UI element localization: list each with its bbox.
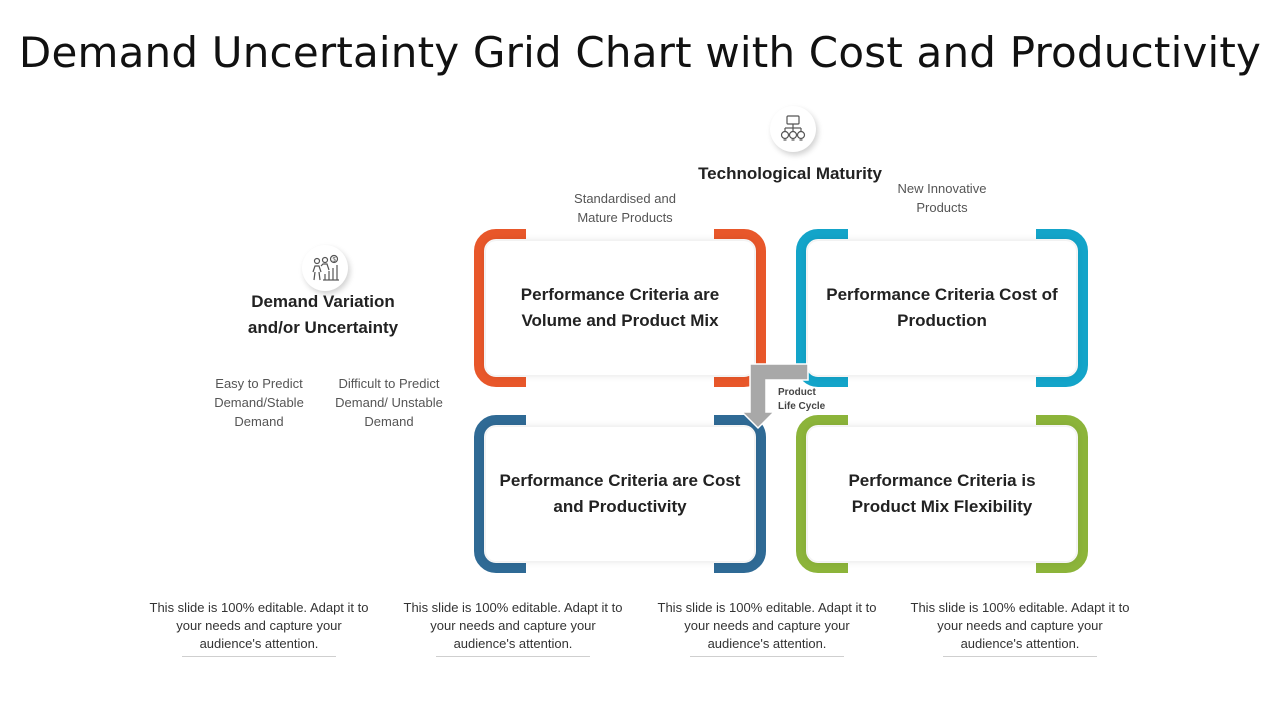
quadrant-volume-product-mix: Performance Criteria are Volume and Prod… (474, 228, 766, 388)
footer-divider (436, 656, 590, 657)
tech-right-label: New Innovative Products (897, 181, 987, 215)
quadrant-text: Performance Criteria is Product Mix Flex… (808, 427, 1076, 561)
quadrant-text: Performance Criteria Cost of Production (808, 241, 1076, 375)
quadrant-cost-productivity: Performance Criteria are Cost and Produc… (474, 414, 766, 574)
footer-text-1: This slide is 100% editable. Adapt it to… (149, 600, 369, 651)
product-life-cycle-label: Product Life Cycle (778, 387, 826, 412)
footer-divider (182, 656, 336, 657)
slide-title: Demand Uncertainty Grid Chart with Cost … (18, 28, 1262, 77)
footer-divider (690, 656, 844, 657)
footer-text-2: This slide is 100% editable. Adapt it to… (403, 600, 623, 651)
tech-maturity-heading: Technological Maturity (698, 164, 882, 183)
network-lightbulbs-icon (770, 106, 816, 152)
quadrant-text: Performance Criteria are Volume and Prod… (486, 241, 754, 375)
quadrant-text: Performance Criteria are Cost and Produc… (486, 427, 754, 561)
demand-left-label: Easy to Predict Demand/Stable Demand (214, 376, 304, 429)
tech-left-label: Standardised and Mature Products (574, 191, 676, 225)
quadrant-product-mix-flexibility: Performance Criteria is Product Mix Flex… (796, 414, 1088, 574)
quadrant-cost-of-production: Performance Criteria Cost of Production (796, 228, 1088, 388)
footer-text-3: This slide is 100% editable. Adapt it to… (657, 600, 877, 651)
people-growth-icon: $ (302, 245, 348, 291)
footer-text-4: This slide is 100% editable. Adapt it to… (910, 600, 1130, 651)
demand-right-label: Difficult to Predict Demand/ Unstable De… (335, 376, 443, 429)
footer-divider (943, 656, 1097, 657)
svg-text:$: $ (333, 258, 337, 264)
product-life-cycle-arrow (740, 363, 809, 430)
demand-variation-heading: Demand Variation and/or Uncertainty (247, 292, 399, 337)
